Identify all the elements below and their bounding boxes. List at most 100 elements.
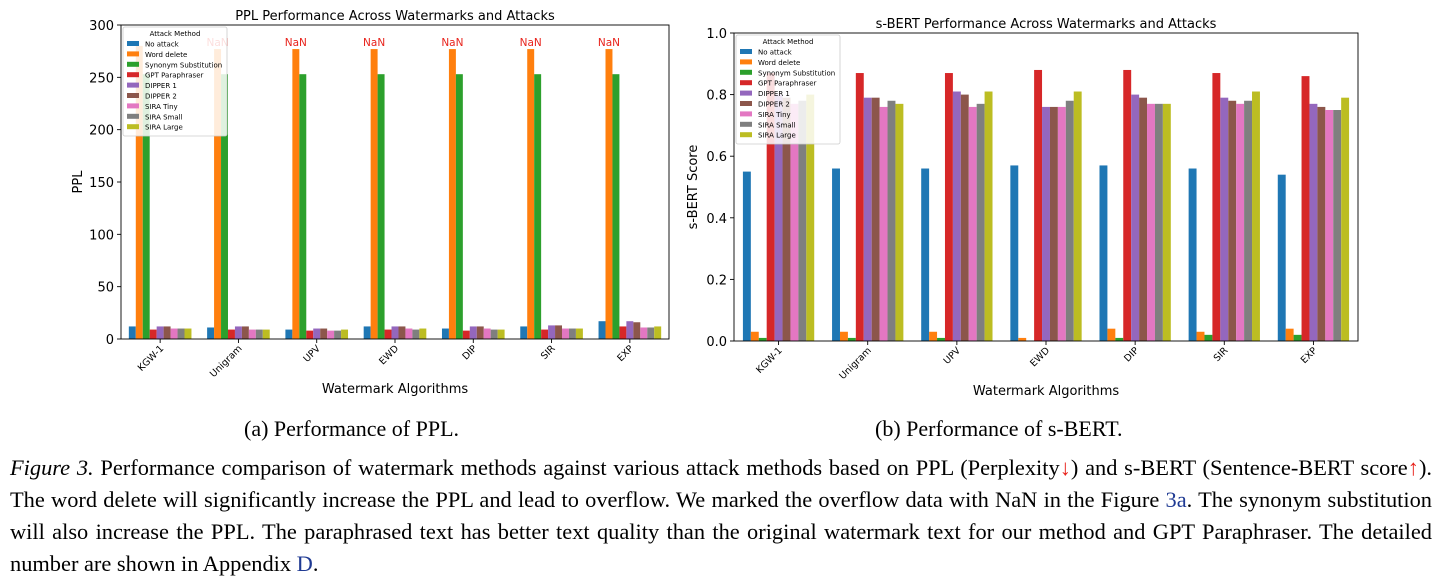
sbert-bar: [1018, 337, 1027, 341]
ppl-bar: [163, 326, 171, 339]
sbert-bar: [774, 94, 783, 341]
ppl-bar: [469, 326, 477, 339]
sbert-bar: [1010, 165, 1019, 341]
figure-ref-link[interactable]: 3a: [1165, 487, 1187, 512]
ppl-ytick-label: 150: [89, 176, 114, 191]
ppl-legend-box: [122, 26, 228, 137]
ppl-legend-swatch: [127, 103, 139, 109]
ppl-bar: [299, 74, 307, 340]
arrow-up-icon: ↑: [1407, 455, 1419, 480]
ppl-bar: [128, 326, 136, 339]
ppl-xlabel: Watermark Algorithms: [322, 382, 469, 397]
sbert-bar: [895, 103, 904, 341]
caption-text-4: . The synonym substitution will also inc…: [10, 487, 1432, 576]
sbert-bar: [1107, 328, 1116, 341]
sbert-bar: [1049, 106, 1058, 341]
ppl-xtick-label: EWD: [377, 343, 401, 367]
ppl-ytick-label: 100: [89, 228, 114, 243]
ppl-bar: [377, 74, 385, 340]
sbert-bar: [832, 168, 840, 341]
subcaption-a: (a) Performance of PPL.: [244, 416, 460, 441]
sbert-xtick-label: UPV: [942, 345, 964, 367]
sbert-bar: [742, 171, 751, 341]
ppl-bar: [462, 330, 470, 339]
sbert-xlabel: Watermark Algorithms: [973, 384, 1120, 399]
sbert-bar: [758, 337, 767, 341]
sbert-legend-label: SIRA Tiny: [758, 111, 791, 119]
appendix-ref-link[interactable]: D: [296, 551, 313, 576]
ppl-bar: [149, 329, 157, 339]
ppl-ytick-label: 300: [89, 19, 114, 34]
sbert-bar: [782, 97, 791, 342]
ppl-bar: [334, 330, 342, 339]
ppl-bar: [241, 326, 249, 339]
sbert-bar: [1162, 103, 1171, 341]
sbert-title: s-BERT Performance Across Watermarks and…: [876, 17, 1217, 32]
sbert-xtick-label: EXP: [1299, 345, 1320, 366]
sbert-bar: [750, 331, 759, 341]
sbert-legend-swatch: [740, 49, 752, 54]
sbert-bar: [766, 73, 775, 341]
sbert-bar: [1317, 106, 1326, 341]
sbert-legend-swatch: [740, 111, 752, 117]
sbert-bar: [1228, 100, 1237, 341]
ppl-bar: [534, 74, 542, 340]
ppl-bar: [548, 325, 556, 339]
ppl-nan-label: NaN: [285, 37, 307, 49]
ppl-bar: [647, 327, 655, 339]
sbert-bar: [1042, 106, 1050, 341]
ppl-bar: [341, 329, 349, 339]
ppl-legend-label: SIRA Small: [145, 113, 183, 121]
ppl-legend-label: Synonym Substitution: [145, 61, 222, 69]
ppl-bar: [419, 328, 427, 339]
sbert-ytick-label: 1.0: [706, 27, 727, 42]
sbert-bar: [944, 73, 953, 341]
ppl-ytick-label: 250: [89, 71, 114, 86]
sbert-bar: [952, 91, 961, 342]
ppl-xtick-label: DIP: [460, 343, 479, 362]
ppl-bar: [214, 49, 222, 339]
sbert-bar: [863, 97, 872, 342]
sbert-bar: [1220, 97, 1229, 342]
sbert-bar: [1333, 110, 1342, 341]
sbert-bar: [968, 106, 977, 341]
sbert-bar: [1325, 110, 1334, 341]
ppl-bar: [398, 326, 406, 339]
sbert-bar: [921, 168, 930, 341]
ppl-bar: [562, 328, 569, 339]
sbert-legend-box: [735, 34, 841, 145]
ppl-bar: [255, 329, 263, 339]
sbert-legend-swatch: [740, 101, 752, 106]
sbert-bar: [1212, 73, 1221, 341]
ppl-bar: [292, 49, 300, 339]
ppl-bar: [327, 330, 335, 339]
ppl-bar: [633, 322, 641, 339]
sbert-ytick-label: 0.8: [706, 89, 727, 104]
sbert-bar: [798, 100, 807, 341]
sbert-bar: [1341, 97, 1350, 342]
figure-label: Figure 3.: [10, 455, 94, 480]
ppl-bar: [207, 327, 215, 339]
ppl-bar: [612, 74, 620, 340]
ppl-bar: [412, 329, 420, 339]
ppl-bar: [626, 321, 634, 339]
sbert-ytick-label: 0.2: [706, 273, 727, 288]
sbert-legend-label: Synonym Substitution: [758, 69, 835, 77]
sbert-bar: [1244, 100, 1253, 341]
ppl-bar: [135, 45, 143, 339]
ppl-bar: [605, 49, 613, 339]
ppl-bar: [619, 326, 627, 339]
ppl-bar: [227, 329, 235, 339]
ppl-bar: [476, 326, 484, 339]
sbert-ytick-label: 0.6: [706, 150, 727, 165]
sbert-bar: [1196, 331, 1205, 341]
sbert-bar: [1236, 103, 1245, 341]
sbert-bar: [871, 97, 880, 342]
ppl-legend-swatch: [127, 72, 139, 78]
ppl-xtick-label: SIR: [539, 343, 558, 362]
sbert-legend-label: DIPPER 1: [758, 90, 790, 98]
ppl-legend-swatch: [127, 61, 139, 67]
ppl-bar: [598, 321, 606, 339]
ppl-bar: [221, 74, 228, 340]
ppl-bar: [370, 49, 378, 339]
